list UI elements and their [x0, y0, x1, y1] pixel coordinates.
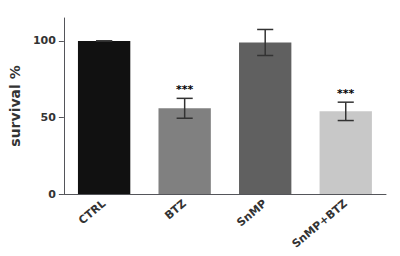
svg-text:survival %: survival % [7, 65, 23, 146]
svg-text:CTRL: CTRL [76, 197, 108, 227]
svg-text:0: 0 [48, 188, 56, 201]
svg-text:SnMP: SnMP [234, 197, 269, 229]
svg-text:50: 50 [41, 111, 57, 124]
svg-text:SnMP+BTZ: SnMP+BTZ [290, 197, 350, 251]
svg-text:BTZ: BTZ [162, 197, 189, 222]
svg-text:***: *** [176, 83, 194, 96]
svg-text:***: *** [337, 87, 355, 100]
svg-text:100: 100 [33, 34, 56, 47]
